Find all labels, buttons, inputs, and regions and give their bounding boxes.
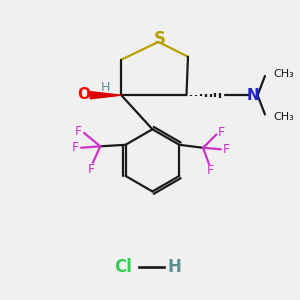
Text: F: F bbox=[223, 143, 230, 156]
Text: F: F bbox=[75, 125, 82, 138]
Text: H: H bbox=[100, 81, 110, 94]
Text: O: O bbox=[77, 87, 90, 102]
Polygon shape bbox=[90, 92, 121, 99]
Text: N: N bbox=[247, 88, 260, 103]
Text: H: H bbox=[168, 258, 182, 276]
Text: F: F bbox=[207, 164, 214, 177]
Text: CH₃: CH₃ bbox=[273, 112, 294, 122]
Text: F: F bbox=[88, 163, 95, 176]
Text: Cl: Cl bbox=[114, 258, 132, 276]
Text: F: F bbox=[218, 126, 225, 139]
Text: CH₃: CH₃ bbox=[273, 69, 294, 79]
Text: F: F bbox=[72, 141, 79, 154]
Text: S: S bbox=[154, 30, 166, 48]
